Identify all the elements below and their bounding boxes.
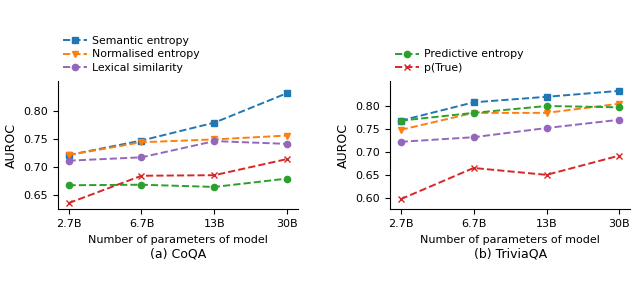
Legend: Predictive entropy, p(True): Predictive entropy, p(True) (395, 50, 524, 73)
X-axis label: Number of parameters of model: Number of parameters of model (88, 235, 268, 245)
Legend: Semantic entropy, Normalised entropy, Lexical similarity: Semantic entropy, Normalised entropy, Le… (63, 36, 200, 73)
X-axis label: Number of parameters of model: Number of parameters of model (420, 235, 600, 245)
Text: (b) TriviaQA: (b) TriviaQA (474, 248, 547, 261)
Y-axis label: AUROC: AUROC (4, 123, 17, 167)
Text: (a) CoQA: (a) CoQA (150, 248, 206, 261)
Y-axis label: AUROC: AUROC (337, 123, 349, 167)
